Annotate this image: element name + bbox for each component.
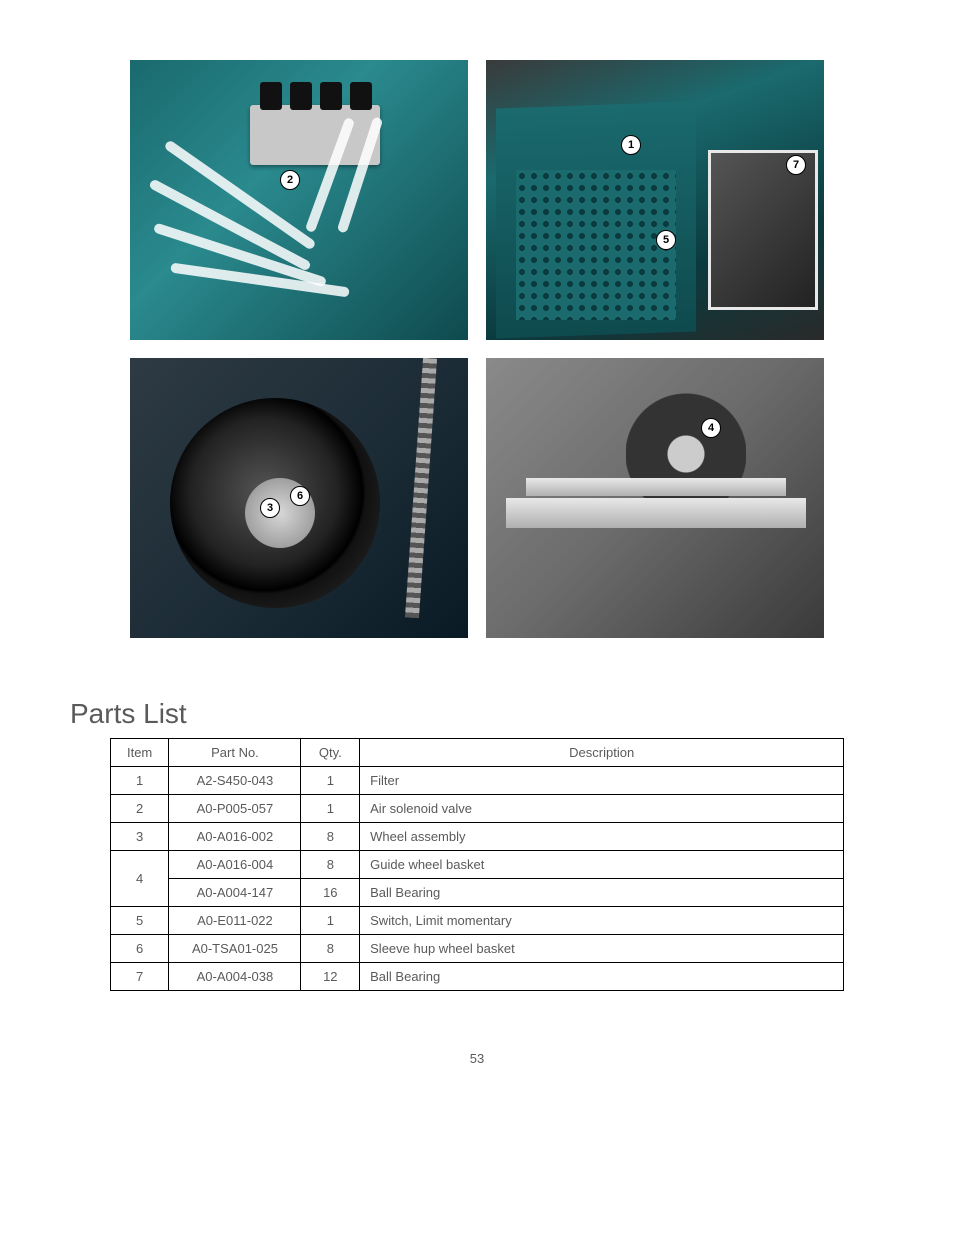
table-row: 7 A0-A004-038 12 Ball Bearing bbox=[110, 963, 843, 991]
cell-desc: Filter bbox=[360, 767, 844, 795]
figure-guide-wheel: 4 bbox=[486, 358, 824, 638]
table-row: 4 A0-A016-004 8 Guide wheel basket bbox=[110, 851, 843, 879]
cell-qty: 8 bbox=[301, 823, 360, 851]
cell-item: 1 bbox=[110, 767, 169, 795]
cell-item: 6 bbox=[110, 935, 169, 963]
table-row: A0-A004-147 16 Ball Bearing bbox=[110, 879, 843, 907]
cell-desc: Switch, Limit momentary bbox=[360, 907, 844, 935]
page-number: 53 bbox=[50, 991, 904, 1066]
cell-partno: A0-A004-038 bbox=[169, 963, 301, 991]
table-row: 1 A2-S450-043 1 Filter bbox=[110, 767, 843, 795]
callout-5: 5 bbox=[656, 230, 676, 250]
bracket-lower bbox=[506, 498, 806, 528]
figure-grid: 2 1 5 7 3 6 4 bbox=[50, 60, 904, 678]
parts-list-heading: Parts List bbox=[50, 678, 904, 738]
callout-6: 6 bbox=[290, 486, 310, 506]
cell-desc: Guide wheel basket bbox=[360, 851, 844, 879]
chain bbox=[405, 358, 437, 618]
col-item: Item bbox=[110, 739, 169, 767]
cell-qty: 1 bbox=[301, 795, 360, 823]
figure-filter-drawer: 1 5 7 bbox=[486, 60, 824, 340]
cell-desc: Wheel assembly bbox=[360, 823, 844, 851]
callout-7: 7 bbox=[786, 155, 806, 175]
cell-item-merged: 4 bbox=[110, 851, 169, 907]
cell-qty: 1 bbox=[301, 907, 360, 935]
callout-2: 2 bbox=[280, 170, 300, 190]
mesh-panel bbox=[516, 170, 676, 320]
cell-qty: 8 bbox=[301, 935, 360, 963]
col-partno: Part No. bbox=[169, 739, 301, 767]
table-row: 3 A0-A016-002 8 Wheel assembly bbox=[110, 823, 843, 851]
figure-wheel-assembly: 3 6 bbox=[130, 358, 468, 638]
table-row: 2 A0-P005-057 1 Air solenoid valve bbox=[110, 795, 843, 823]
cell-desc: Ball Bearing bbox=[360, 879, 844, 907]
pneumatic-tubes bbox=[130, 60, 468, 340]
cell-partno: A0-TSA01-025 bbox=[169, 935, 301, 963]
cell-item: 2 bbox=[110, 795, 169, 823]
inset-photo bbox=[708, 150, 818, 310]
table-header-row: Item Part No. Qty. Description bbox=[110, 739, 843, 767]
cell-desc: Sleeve hup wheel basket bbox=[360, 935, 844, 963]
callout-1: 1 bbox=[621, 135, 641, 155]
cell-partno: A0-E011-022 bbox=[169, 907, 301, 935]
cell-qty: 1 bbox=[301, 767, 360, 795]
cell-item: 7 bbox=[110, 963, 169, 991]
cell-item: 3 bbox=[110, 823, 169, 851]
cell-desc: Ball Bearing bbox=[360, 963, 844, 991]
col-desc: Description bbox=[360, 739, 844, 767]
cell-partno: A0-A016-002 bbox=[169, 823, 301, 851]
parts-table: Item Part No. Qty. Description 1 A2-S450… bbox=[110, 738, 844, 991]
callout-3: 3 bbox=[260, 498, 280, 518]
table-row: 6 A0-TSA01-025 8 Sleeve hup wheel basket bbox=[110, 935, 843, 963]
cell-partno: A2-S450-043 bbox=[169, 767, 301, 795]
cell-item: 5 bbox=[110, 907, 169, 935]
cell-qty: 8 bbox=[301, 851, 360, 879]
cell-partno: A0-A016-004 bbox=[169, 851, 301, 879]
cell-desc: Air solenoid valve bbox=[360, 795, 844, 823]
bracket-upper bbox=[526, 478, 786, 496]
cell-qty: 16 bbox=[301, 879, 360, 907]
cell-partno: A0-A004-147 bbox=[169, 879, 301, 907]
figure-solenoid-valve: 2 bbox=[130, 60, 468, 340]
cell-qty: 12 bbox=[301, 963, 360, 991]
col-qty: Qty. bbox=[301, 739, 360, 767]
table-row: 5 A0-E011-022 1 Switch, Limit momentary bbox=[110, 907, 843, 935]
callout-4: 4 bbox=[701, 418, 721, 438]
cell-partno: A0-P005-057 bbox=[169, 795, 301, 823]
